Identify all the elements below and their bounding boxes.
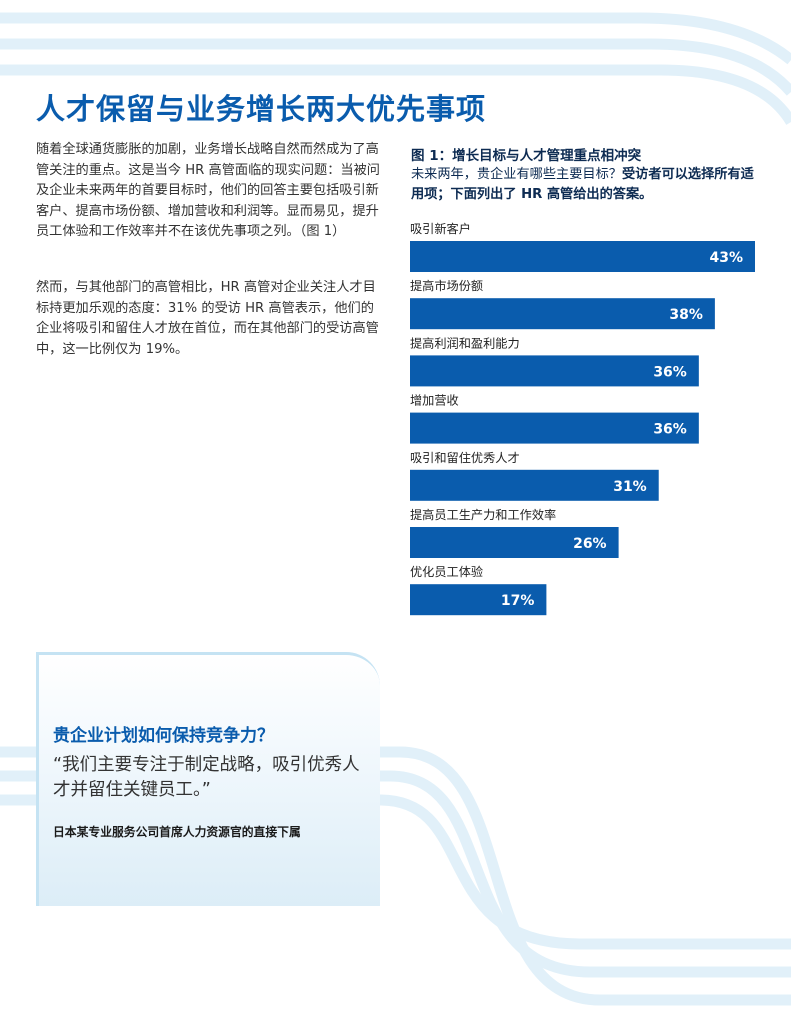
bar-value-label: 26% [573,536,607,552]
bar-category-label: 吸引新客户 [410,221,471,236]
bar [410,527,619,558]
bar [410,298,715,330]
figure-title: 图 1：增长目标与人才管理重点相冲突 [411,148,642,164]
bar-category-label: 吸引和留住优秀人才 [410,451,520,465]
bar-category-label: 提高市场份额 [410,278,483,293]
bar-value-label: 36% [653,422,687,438]
callout-quote: “我们主要专注于制定战略，吸引优秀人才并留住关键员工。” [53,755,360,800]
bar-value-label: 38% [669,307,703,323]
intro-paragraph: 随着全球通货膨胀的加剧，业务增长战略自然而然成为了高管关注的重点。这是当今 HR… [36,142,380,239]
bar-value-label: 31% [613,479,647,495]
bar-value-label: 17% [501,593,535,609]
bar-category-label: 提高利润和盈利能力 [410,335,520,350]
callout-title: 贵企业计划如何保持竞争力？ [53,726,274,746]
bar [410,241,755,272]
quote-callout: 贵企业计划如何保持竞争力？ “我们主要专注于制定战略，吸引优秀人才并留住关键员工… [36,652,380,906]
bar [410,584,547,616]
bar [410,355,699,387]
bar [410,469,659,501]
bar [410,412,699,444]
hr-paragraph: 然而，与其他部门的高管相比，HR 高管对企业关注人才目标持更加乐观的态度：31%… [36,280,379,357]
figure-instruction: 受访者可以选择所有适用项；下面列出了 HR 高管给出的答案。 [411,167,754,202]
figure-question: 未来两年，贵企业有哪些主要目标？ [411,167,622,182]
bar-category-label: 提高员工生产力和工作效率 [410,507,556,522]
callout-attribution: 日本某专业服务公司首席人力资源官的直接下属 [53,825,301,839]
bar-category-label: 优化员工体验 [410,564,483,579]
bar-category-label: 增加营收 [410,393,459,408]
bar-value-label: 43% [709,250,743,266]
page-title: 人才保留与业务增长两大优先事项 [36,92,487,126]
figure-subtitle: 未来两年，贵企业有哪些主要目标？受访者可以选择所有适用项；下面列出了 HR 高管… [411,165,759,205]
bar-value-label: 36% [653,364,687,380]
